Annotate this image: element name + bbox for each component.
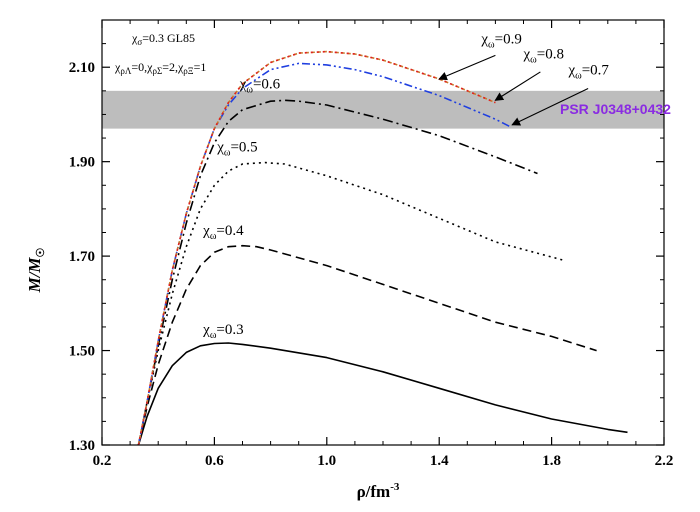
curves [137, 50, 628, 446]
y-tick-label-2: 1.70 [69, 249, 95, 265]
series-line-1 [137, 244, 597, 446]
curve-label-5: χω=0.8 [523, 47, 564, 66]
series-line-0 [137, 342, 628, 446]
curve-label-2: χω=0.5 [216, 139, 257, 158]
curve-labels: χω=0.3 χω=0.4 χω=0.5 χω=0.6 χω=0.9χω=0.8χω=0… [202, 32, 609, 341]
y-tick-label-0: 1.30 [69, 438, 95, 454]
x-tick-label-5: 2.2 [655, 453, 674, 469]
series-line-6 [137, 50, 496, 446]
y-tick-label-3: 1.90 [69, 155, 95, 171]
x-tick-label-3: 1.4 [430, 453, 449, 469]
annotation-arrow-0 [438, 54, 496, 81]
x-tick-label-0: 0.2 [93, 453, 112, 469]
curve-label-1: χω=0.4 [202, 223, 244, 242]
band-label: PSR J0348+0432 [560, 101, 671, 117]
parameter-line-2: χρΛ=0,χρΣ=2,χρΞ=1 [114, 60, 206, 76]
annotation-arrow-1 [494, 71, 541, 101]
parameter-line-1: χσ=0.3 GL85 [131, 31, 195, 47]
axes: 0.2 0.6 1.0 1.4 1.8 2.2 1.30 1.50 1.70 1.90 2.10 [69, 19, 674, 469]
curve-label-4: χω=0.9 [480, 32, 521, 51]
x-tick-label-4: 1.8 [542, 453, 561, 469]
y-tick-label-4: 2.10 [69, 60, 95, 76]
x-tick-label-1: 0.6 [205, 453, 224, 469]
arrows [438, 54, 589, 126]
curve-label-6: χω=0.7 [567, 62, 609, 81]
series-line-3 [137, 99, 538, 446]
y-tick-label-1: 1.50 [69, 344, 95, 360]
x-tick-label-2: 1.0 [317, 453, 336, 469]
plot-frame [101, 19, 665, 446]
curve-label-3: χω=0.6 [239, 76, 281, 95]
annotation-arrow-2 [511, 87, 589, 126]
y-axis-title: M/M☉ [25, 247, 47, 293]
curve-label-0: χω=0.3 [202, 322, 243, 341]
series-line-2 [137, 161, 566, 446]
x-axis-title: ρ/fm-3 [357, 481, 400, 501]
